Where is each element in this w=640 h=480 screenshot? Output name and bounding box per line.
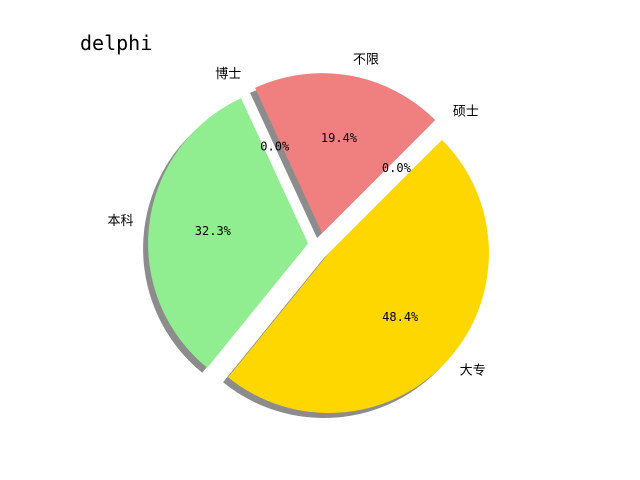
slice-percent-博士: 0.0% bbox=[260, 139, 290, 153]
slice-label-大专: 大专 bbox=[460, 363, 486, 378]
pie-slices bbox=[148, 73, 489, 414]
slice-percent-labels: 19.4% 0.0% 32.3% 48.4% 0.0% bbox=[195, 131, 419, 324]
slice-本科 bbox=[148, 98, 309, 368]
slice-percent-大专: 48.4% bbox=[382, 310, 419, 324]
slice-博士 bbox=[247, 88, 315, 235]
slice-percent-本科: 32.3% bbox=[195, 224, 232, 238]
slice-percent-硕士: 0.0% bbox=[382, 161, 412, 175]
slice-label-本科: 本科 bbox=[107, 214, 133, 229]
slice-label-硕士: 硕士 bbox=[453, 105, 479, 120]
slice-大专 bbox=[228, 139, 489, 414]
slice-硕士 bbox=[328, 123, 442, 237]
slice-label-不限: 不限 bbox=[353, 52, 379, 67]
slice-percent-不限: 19.4% bbox=[321, 131, 358, 145]
slice-不限 bbox=[255, 73, 436, 234]
slice-label-博士: 博士 bbox=[215, 67, 241, 82]
slice-shadow-1 bbox=[242, 93, 310, 240]
chart-title: delphi bbox=[80, 31, 152, 55]
